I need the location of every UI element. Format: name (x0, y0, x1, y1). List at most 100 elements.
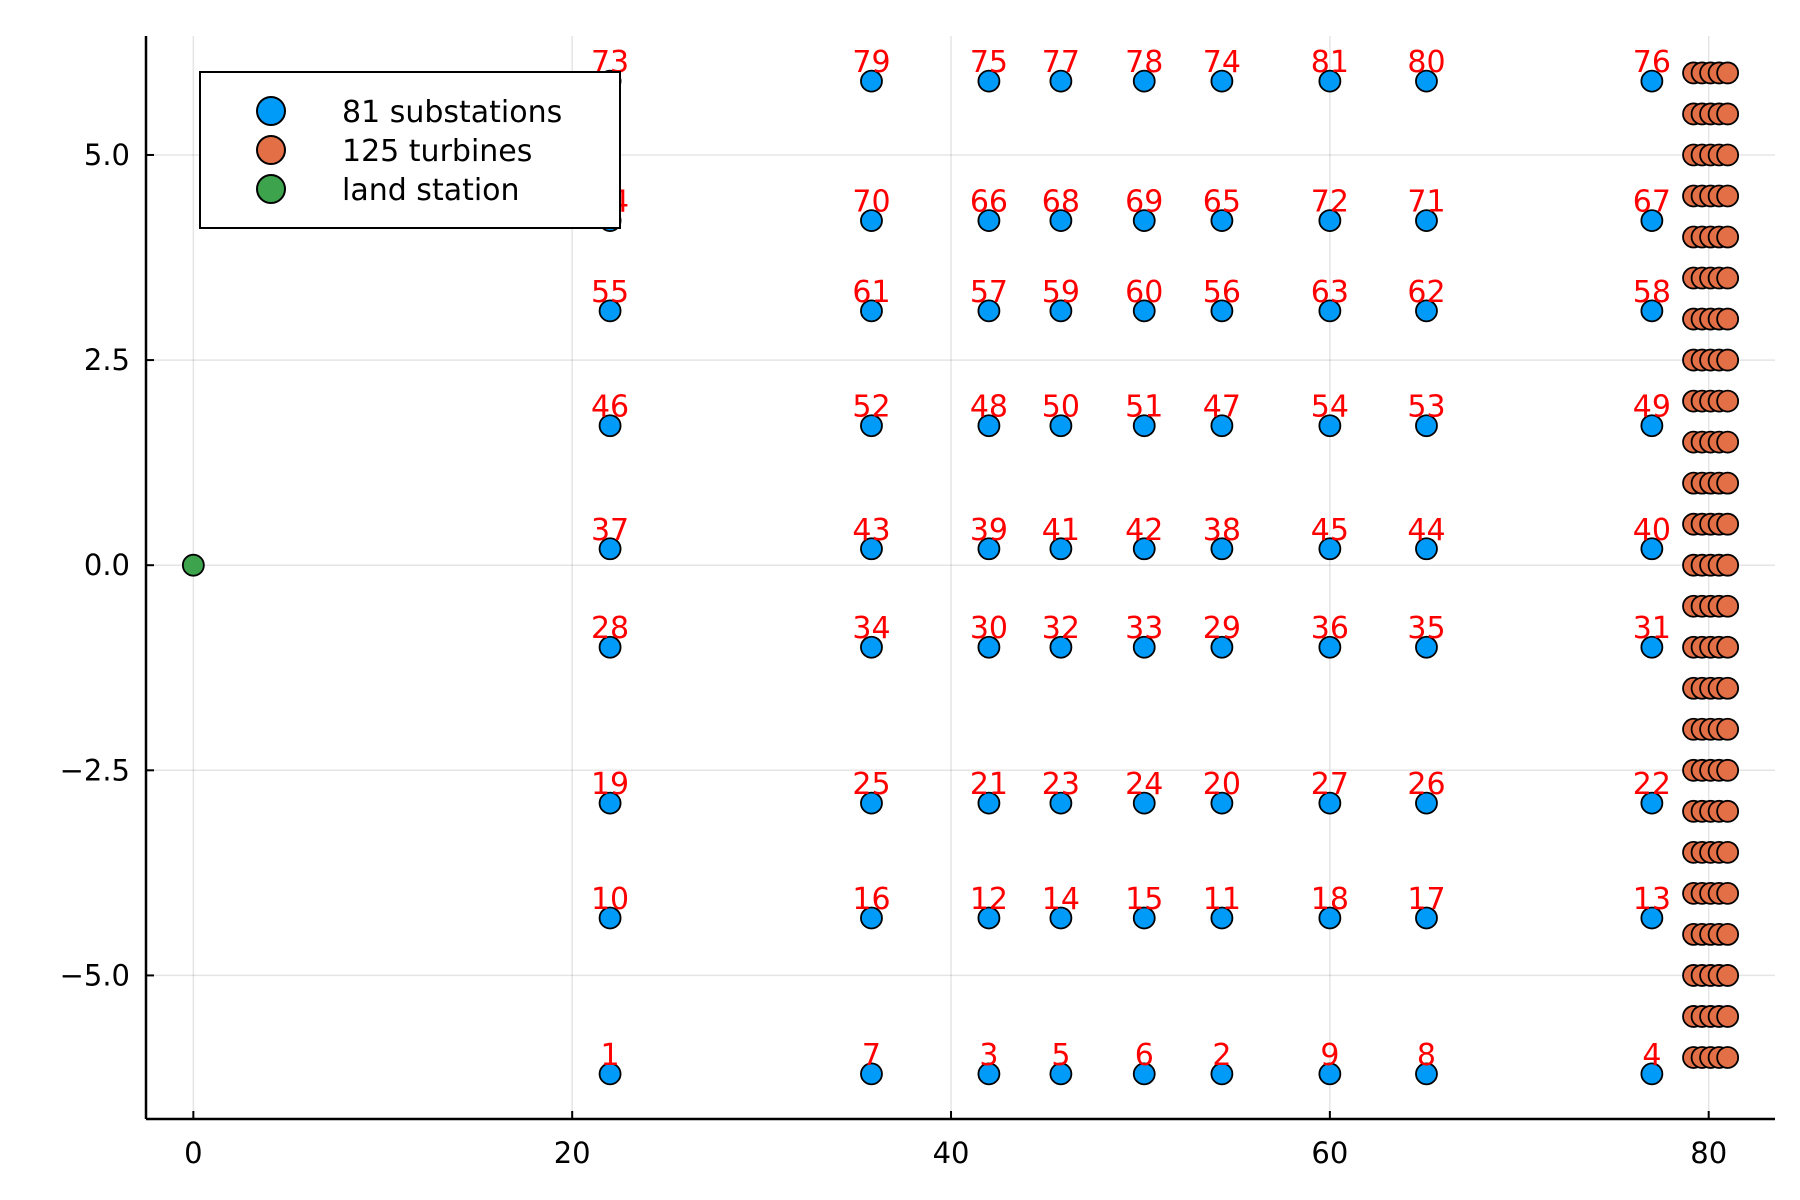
substation-label: 46 (591, 390, 629, 425)
substation-point (1049, 414, 1073, 438)
substation-label: 19 (591, 767, 629, 802)
turbine-point (1716, 225, 1740, 249)
substation-point (1049, 1062, 1073, 1086)
substation-point (1210, 537, 1234, 561)
substation-point (1210, 1062, 1234, 1086)
substation-point (1210, 299, 1234, 323)
substation-point (598, 414, 622, 438)
turbine-point (1716, 799, 1740, 823)
substation-point (977, 635, 1001, 659)
substation-point (1132, 209, 1156, 233)
turbine-point (1716, 635, 1740, 659)
legend: 81 substations 125 turbines land station (199, 71, 621, 229)
legend-label-turbines: 125 turbines (342, 134, 532, 169)
x-axis-ticks: 0 20 40 60 80 (184, 1111, 1727, 1170)
substation-label: 50 (1042, 390, 1080, 425)
substation-label: 42 (1125, 513, 1163, 548)
substation-label: 45 (1311, 513, 1349, 548)
substation-point (1132, 537, 1156, 561)
substation-point (1415, 414, 1438, 438)
land-station-point (181, 553, 205, 577)
substation-label: 38 (1203, 513, 1241, 548)
substation-point (977, 791, 1001, 815)
turbine-point (1716, 430, 1740, 454)
substation-point (1415, 791, 1438, 815)
substation-label: 34 (852, 611, 890, 646)
substation-point (1049, 299, 1073, 323)
substation-label: 17 (1407, 882, 1445, 917)
substation-point (1132, 791, 1156, 815)
substation-label: 12 (970, 882, 1008, 917)
substation-point (1318, 69, 1342, 93)
substation-point (1640, 209, 1664, 233)
substation-point (1049, 537, 1073, 561)
substation-point (1049, 906, 1073, 930)
substation-point (1210, 69, 1234, 93)
turbine-point (1716, 717, 1740, 741)
substation-point (860, 414, 883, 438)
legend-marker-land-station (256, 174, 286, 204)
substation-label: 26 (1407, 767, 1445, 802)
grid-lines (146, 36, 1775, 1119)
substation-label: 44 (1407, 513, 1445, 548)
substation-point (1049, 69, 1073, 93)
turbine-point (1716, 840, 1740, 864)
substation-label: 2 (1212, 1038, 1231, 1073)
substation-point (1210, 791, 1234, 815)
substation-point (1318, 209, 1342, 233)
substation-label: 30 (970, 611, 1008, 646)
substation-point (860, 635, 883, 659)
substation-point (598, 791, 622, 815)
substation-point (1640, 69, 1664, 93)
substation-point (1210, 209, 1234, 233)
substation-point (1318, 414, 1342, 438)
substation-label: 53 (1407, 390, 1445, 425)
substation-label: 5 (1051, 1038, 1070, 1073)
substation-point (860, 299, 883, 323)
turbine-point (1716, 184, 1740, 208)
legend-label-land-station: land station (342, 173, 520, 208)
substation-point (1415, 537, 1438, 561)
x-tick-label: 60 (1311, 1136, 1348, 1170)
substation-label: 8 (1417, 1038, 1436, 1073)
substation-point (1415, 209, 1438, 233)
x-tick-label: 40 (933, 1136, 970, 1170)
y-tick-label: 0.0 (84, 548, 130, 582)
substation-point (1132, 299, 1156, 323)
substation-point (1318, 791, 1342, 815)
substation-point (977, 69, 1001, 93)
substation-label: 32 (1042, 611, 1080, 646)
substation-point (1640, 414, 1664, 438)
substation-label: 54 (1311, 390, 1349, 425)
substation-label: 78 (1125, 45, 1163, 80)
y-tick-label: 5.0 (84, 138, 130, 172)
substation-label: 29 (1203, 611, 1241, 646)
substation-label: 72 (1311, 185, 1349, 220)
substation-point (1318, 635, 1342, 659)
substation-point (1640, 537, 1664, 561)
turbine-point (1716, 553, 1740, 577)
substation-point (977, 537, 1001, 561)
substation-label: 75 (970, 45, 1008, 80)
substation-point (1210, 906, 1234, 930)
substation-point (977, 299, 1001, 323)
substation-label: 61 (852, 275, 890, 310)
substation-label: 52 (852, 390, 890, 425)
turbine-point (1716, 61, 1740, 85)
substation-point (598, 635, 622, 659)
substation-label: 65 (1203, 185, 1241, 220)
substation-point (977, 1062, 1001, 1086)
substation-point (1415, 69, 1438, 93)
substation-point (1049, 635, 1073, 659)
turbine-point (1716, 1046, 1740, 1069)
substation-point (598, 906, 622, 930)
y-tick-label: 2.5 (84, 343, 130, 377)
substation-point (1640, 635, 1664, 659)
substation-point (1318, 906, 1342, 930)
substation-label: 28 (591, 611, 629, 646)
substation-label: 22 (1633, 767, 1671, 802)
substation-label: 24 (1125, 767, 1163, 802)
substation-point (1132, 906, 1156, 930)
substation-label: 25 (852, 767, 890, 802)
turbine-point (1716, 102, 1740, 126)
